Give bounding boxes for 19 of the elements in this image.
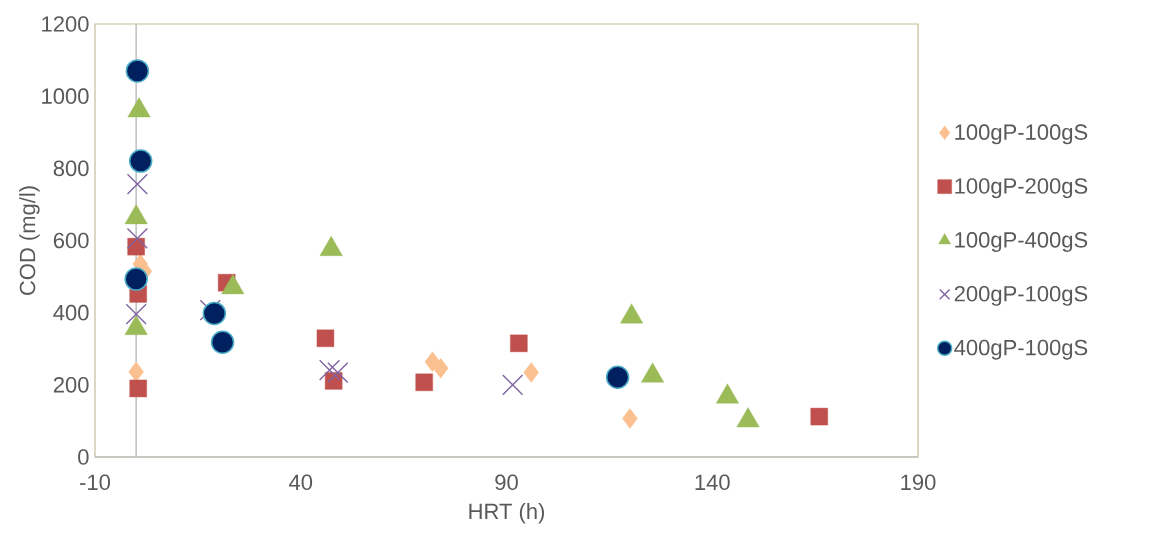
- legend-label: 400gP-100gS: [954, 339, 1088, 360]
- y-tick-label: 1000: [42, 88, 89, 104]
- x-tick-label: -10: [80, 474, 111, 491]
- legend-label: 100gP-400gS: [955, 232, 1088, 252]
- y-tick-label: 1200: [42, 16, 89, 32]
- x-axis-title: HRT (h): [469, 502, 545, 524]
- x-tick-label: 140: [695, 474, 730, 491]
- y-tick-label: 0: [78, 449, 89, 465]
- legend-label: 100gP-200gS: [955, 178, 1088, 199]
- legend-label: 200gP-100gS: [954, 285, 1088, 306]
- x-tick-label: 190: [901, 474, 936, 491]
- y-tick-label: 600: [53, 232, 89, 249]
- y-axis-title: COD (mg/l): [19, 186, 40, 295]
- y-tick-label: 400: [53, 304, 89, 321]
- legend-label: 100gP-100gS: [955, 124, 1088, 145]
- x-tick-label: 40: [289, 474, 313, 491]
- x-tick-label: 90: [495, 474, 518, 491]
- y-tick-label: 200: [53, 377, 89, 393]
- y-tick-label: 800: [53, 160, 89, 177]
